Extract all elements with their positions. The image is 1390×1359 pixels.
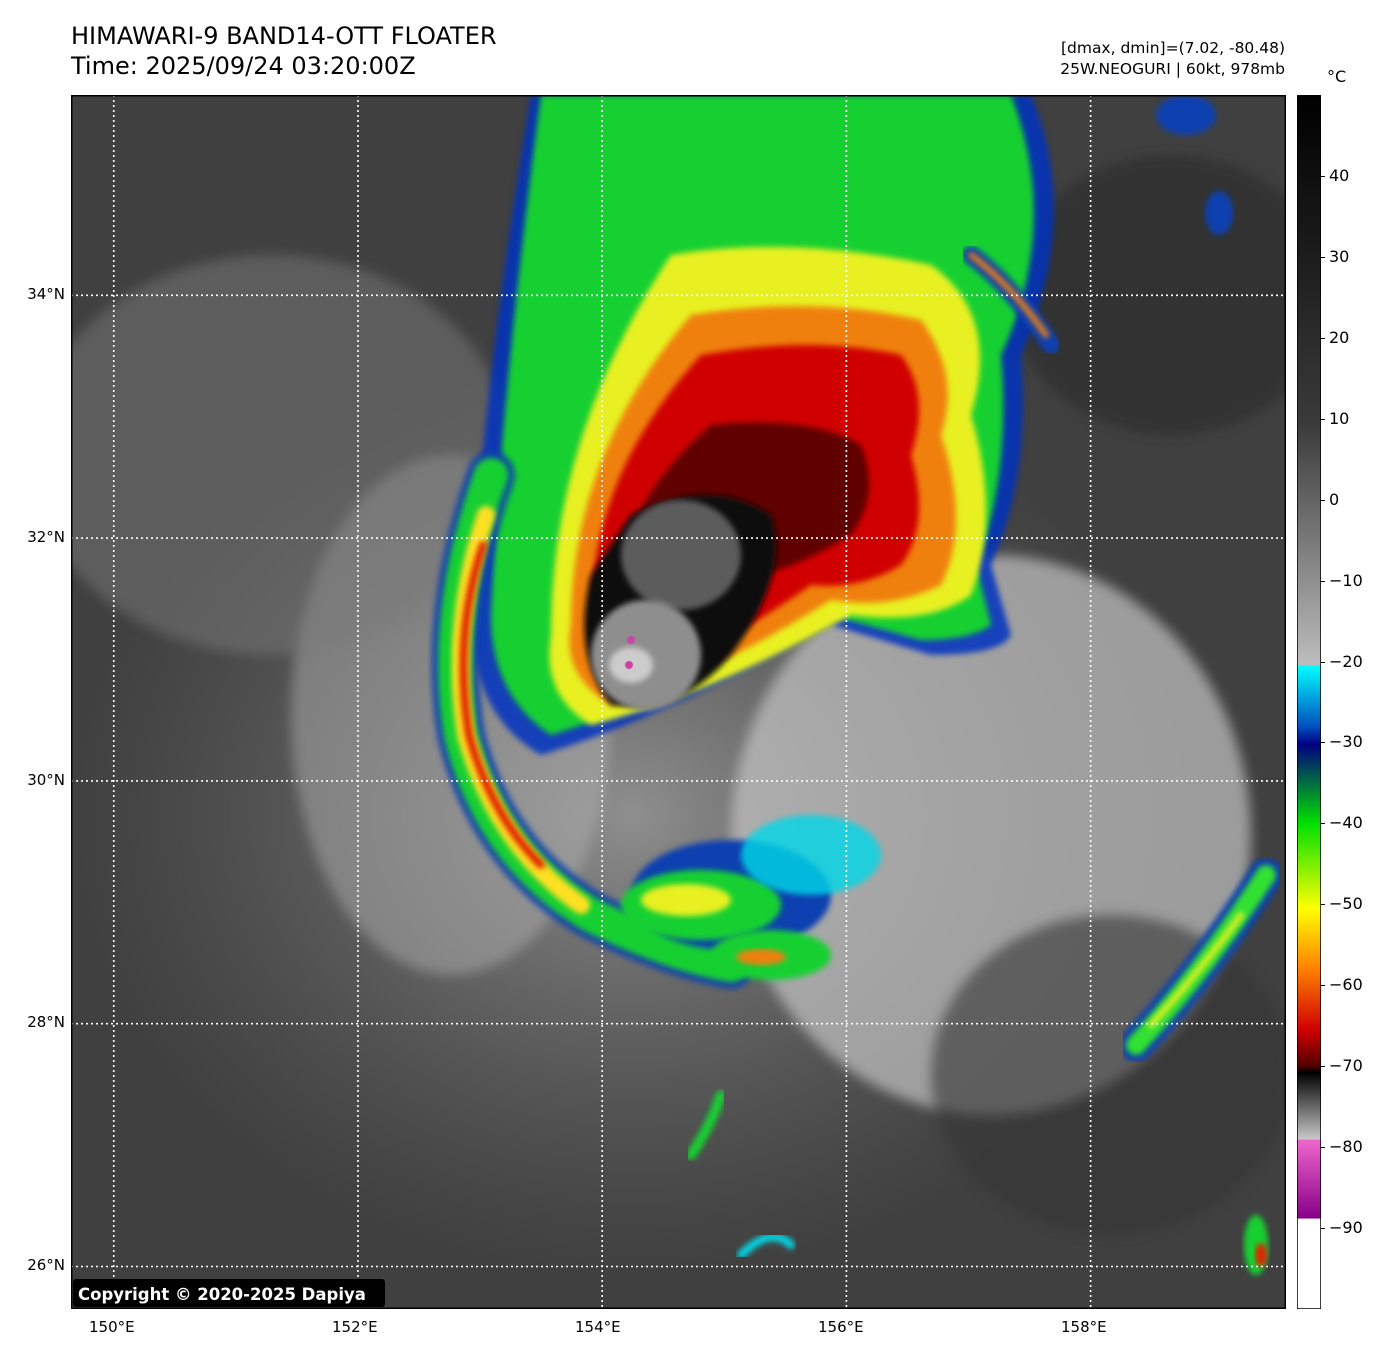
colorbar-tick-label: −70 xyxy=(1329,1056,1363,1076)
colorbar-tick-mark xyxy=(1321,1228,1325,1230)
colorbar-tick-mark xyxy=(1321,904,1325,906)
colorbar-tick-label: −10 xyxy=(1329,570,1363,590)
colorbar xyxy=(1297,95,1321,1309)
lon-label-152: 152°E xyxy=(332,1318,378,1336)
range-text: [dmax, dmin]=(7.02, -80.48) xyxy=(1060,39,1285,57)
lon-label-150: 150°E xyxy=(89,1318,135,1336)
colorbar-tick-mark xyxy=(1321,256,1325,258)
colorbar-tick-mark xyxy=(1321,499,1325,501)
colorbar-tick-label: −90 xyxy=(1329,1218,1363,1238)
lon-label-158: 158°E xyxy=(1061,1318,1107,1336)
copyright-box: Copyright © 2020-2025 Dapiya xyxy=(73,1279,385,1307)
graticule xyxy=(71,95,1286,1309)
storm-text: 25W.NEOGURI | 60kt, 978mb xyxy=(1060,60,1285,78)
colorbar-tick-mark xyxy=(1321,742,1325,744)
colorbar-tick-label: −20 xyxy=(1329,651,1363,671)
lon-label-156: 156°E xyxy=(818,1318,864,1336)
colorbar-tick-label: −50 xyxy=(1329,894,1363,914)
copyright-text: Copyright © 2020-2025 Dapiya xyxy=(78,1285,366,1304)
lat-label-34: 34°N xyxy=(27,285,65,303)
satellite-map: Copyright © 2020-2025 Dapiya xyxy=(71,95,1286,1309)
lat-label-26: 26°N xyxy=(27,1256,65,1274)
colorbar-tick-mark xyxy=(1321,1147,1325,1149)
colorbar-tick-label: 0 xyxy=(1329,489,1340,509)
colorbar-tick-label: −30 xyxy=(1329,732,1363,752)
lat-label-28: 28°N xyxy=(27,1013,65,1031)
colorbar-tick-label: −40 xyxy=(1329,813,1363,833)
colorbar-unit: °C xyxy=(1327,67,1347,86)
colorbar-tick-mark xyxy=(1321,580,1325,582)
colorbar-tick-mark xyxy=(1321,337,1325,339)
colorbar-tick-label: −60 xyxy=(1329,975,1363,995)
lat-label-30: 30°N xyxy=(27,771,65,789)
colorbar-tick-label: 20 xyxy=(1329,327,1350,347)
colorbar-tick-mark xyxy=(1321,661,1325,663)
lon-label-154: 154°E xyxy=(575,1318,621,1336)
colorbar-tick-mark xyxy=(1321,1066,1325,1068)
colorbar-tick-label: −80 xyxy=(1329,1137,1363,1157)
colorbar-tick-mark xyxy=(1321,418,1325,420)
figure-title: HIMAWARI-9 BAND14-OTT FLOATER xyxy=(71,22,497,50)
figure-time: Time: 2025/09/24 03:20:00Z xyxy=(71,52,416,80)
colorbar-tick-mark xyxy=(1321,985,1325,987)
lat-label-32: 32°N xyxy=(27,528,65,546)
colorbar-tick-mark xyxy=(1321,175,1325,177)
colorbar-tick-mark xyxy=(1321,823,1325,825)
colorbar-tick-label: 40 xyxy=(1329,165,1350,185)
colorbar-tick-label: 30 xyxy=(1329,246,1350,266)
colorbar-tick-label: 10 xyxy=(1329,408,1350,428)
